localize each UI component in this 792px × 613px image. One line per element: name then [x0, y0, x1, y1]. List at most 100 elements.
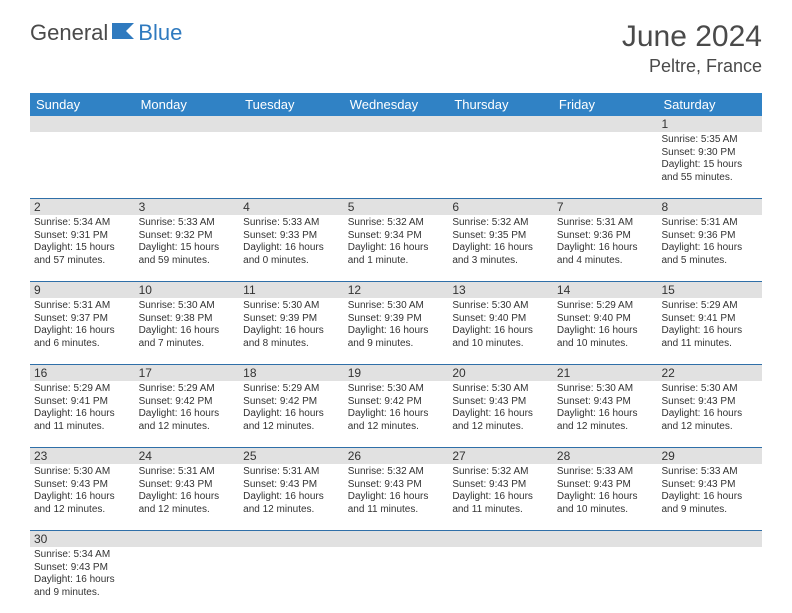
day-number: 4 [239, 199, 344, 215]
day-info-line: and 12 minutes. [557, 421, 654, 434]
day-info-line: Sunset: 9:38 PM [139, 313, 236, 326]
day-header: Wednesday [344, 93, 449, 116]
day-header: Tuesday [239, 93, 344, 116]
day-info-line: Sunrise: 5:31 AM [243, 466, 340, 479]
day-info-line: Daylight: 16 hours [34, 491, 131, 504]
day-info-line: Sunrise: 5:31 AM [557, 217, 654, 230]
day-info-line: Sunrise: 5:29 AM [661, 300, 758, 313]
day-cell [135, 547, 240, 613]
day-number: 26 [344, 448, 449, 464]
day-cell: Sunrise: 5:31 AMSunset: 9:36 PMDaylight:… [657, 215, 762, 281]
logo: General Blue [30, 20, 182, 46]
day-info-line: and 4 minutes. [557, 255, 654, 268]
week-row: Sunrise: 5:35 AMSunset: 9:30 PMDaylight:… [30, 132, 762, 199]
day-number: 2 [30, 199, 135, 215]
day-info-line: Sunset: 9:33 PM [243, 230, 340, 243]
day-number: 21 [553, 365, 658, 381]
day-info-line: Sunset: 9:40 PM [557, 313, 654, 326]
day-info-line: Sunset: 9:31 PM [34, 230, 131, 243]
day-cell [30, 132, 135, 198]
day-info-line: Sunset: 9:43 PM [34, 562, 131, 575]
day-cell [344, 547, 449, 613]
day-info-line: and 6 minutes. [34, 338, 131, 351]
daynum-row: 1 [30, 116, 762, 132]
daynum-row: 23242526272829 [30, 448, 762, 464]
day-cell: Sunrise: 5:29 AMSunset: 9:42 PMDaylight:… [135, 381, 240, 447]
day-cell: Sunrise: 5:35 AMSunset: 9:30 PMDaylight:… [657, 132, 762, 198]
week-row: Sunrise: 5:34 AMSunset: 9:43 PMDaylight:… [30, 547, 762, 613]
day-info-line: Sunrise: 5:34 AM [34, 549, 131, 562]
day-info-line: Daylight: 16 hours [348, 408, 445, 421]
day-info-line: Daylight: 16 hours [348, 491, 445, 504]
day-cell: Sunrise: 5:30 AMSunset: 9:42 PMDaylight:… [344, 381, 449, 447]
day-info-line: Daylight: 16 hours [557, 408, 654, 421]
day-info-line: Daylight: 16 hours [139, 408, 236, 421]
day-cell: Sunrise: 5:32 AMSunset: 9:35 PMDaylight:… [448, 215, 553, 281]
day-info-line: Sunset: 9:41 PM [34, 396, 131, 409]
day-cell: Sunrise: 5:31 AMSunset: 9:43 PMDaylight:… [239, 464, 344, 530]
day-info-line: Daylight: 16 hours [139, 491, 236, 504]
day-number: 6 [448, 199, 553, 215]
day-cell: Sunrise: 5:30 AMSunset: 9:43 PMDaylight:… [30, 464, 135, 530]
day-info-line: Daylight: 16 hours [243, 408, 340, 421]
day-header: Saturday [657, 93, 762, 116]
day-info-line: and 10 minutes. [557, 504, 654, 517]
day-info-line: Daylight: 16 hours [557, 325, 654, 338]
day-cell: Sunrise: 5:34 AMSunset: 9:31 PMDaylight:… [30, 215, 135, 281]
day-cell [553, 132, 658, 198]
day-info-line: Daylight: 16 hours [34, 408, 131, 421]
day-number [553, 531, 658, 547]
week-row: Sunrise: 5:30 AMSunset: 9:43 PMDaylight:… [30, 464, 762, 531]
day-number [239, 116, 344, 132]
day-info-line: Daylight: 16 hours [661, 325, 758, 338]
day-info-line: Daylight: 16 hours [243, 491, 340, 504]
day-cell: Sunrise: 5:32 AMSunset: 9:43 PMDaylight:… [344, 464, 449, 530]
day-info-line: Sunrise: 5:33 AM [243, 217, 340, 230]
daynum-row: 30 [30, 531, 762, 547]
day-cell: Sunrise: 5:31 AMSunset: 9:37 PMDaylight:… [30, 298, 135, 364]
day-cell: Sunrise: 5:33 AMSunset: 9:32 PMDaylight:… [135, 215, 240, 281]
day-info-line: Sunrise: 5:30 AM [452, 383, 549, 396]
day-info-line: Sunrise: 5:31 AM [661, 217, 758, 230]
month-title: June 2024 [622, 20, 762, 54]
day-info-line: and 12 minutes. [139, 421, 236, 434]
day-info-line: Sunset: 9:41 PM [661, 313, 758, 326]
day-cell [448, 547, 553, 613]
day-number [30, 116, 135, 132]
day-info-line: and 11 minutes. [34, 421, 131, 434]
day-cell: Sunrise: 5:34 AMSunset: 9:43 PMDaylight:… [30, 547, 135, 613]
day-info-line: Daylight: 16 hours [348, 325, 445, 338]
day-info-line: Sunrise: 5:31 AM [139, 466, 236, 479]
day-number: 28 [553, 448, 658, 464]
day-number: 27 [448, 448, 553, 464]
day-info-line: Sunset: 9:39 PM [243, 313, 340, 326]
day-info-line: Daylight: 16 hours [34, 325, 131, 338]
day-info-line: and 3 minutes. [452, 255, 549, 268]
day-info-line: and 12 minutes. [34, 504, 131, 517]
day-info-line: Sunset: 9:43 PM [661, 396, 758, 409]
day-info-line: Sunrise: 5:32 AM [452, 466, 549, 479]
day-number [448, 116, 553, 132]
day-info-line: and 10 minutes. [452, 338, 549, 351]
day-number: 17 [135, 365, 240, 381]
week-row: Sunrise: 5:34 AMSunset: 9:31 PM Daylight:… [30, 215, 762, 282]
day-info-line: Sunrise: 5:32 AM [452, 217, 549, 230]
day-number: 22 [657, 365, 762, 381]
day-info-line: Daylight: 16 hours [661, 491, 758, 504]
day-number [448, 531, 553, 547]
day-info-line: Daylight: 15 hours [661, 159, 758, 172]
day-info-line: Sunrise: 5:29 AM [243, 383, 340, 396]
day-info-line: and 9 minutes. [661, 504, 758, 517]
day-info-line: Daylight: 16 hours [243, 242, 340, 255]
location: Peltre, France [622, 56, 762, 77]
day-info-line: and 12 minutes. [348, 421, 445, 434]
day-info-line: Daylight: 16 hours [661, 408, 758, 421]
day-info-line: Sunrise: 5:29 AM [557, 300, 654, 313]
day-info-line: Sunset: 9:43 PM [452, 479, 549, 492]
day-cell: Sunrise: 5:33 AMSunset: 9:33 PMDaylight:… [239, 215, 344, 281]
day-info-line: and 11 minutes. [348, 504, 445, 517]
day-info-line: Sunrise: 5:30 AM [661, 383, 758, 396]
day-info-line: Sunrise: 5:34 AM [34, 217, 131, 230]
day-cell: Sunrise: 5:30 AMSunset: 9:39 PMDaylight:… [239, 298, 344, 364]
header: General Blue June 2024 Peltre, France [0, 0, 792, 85]
